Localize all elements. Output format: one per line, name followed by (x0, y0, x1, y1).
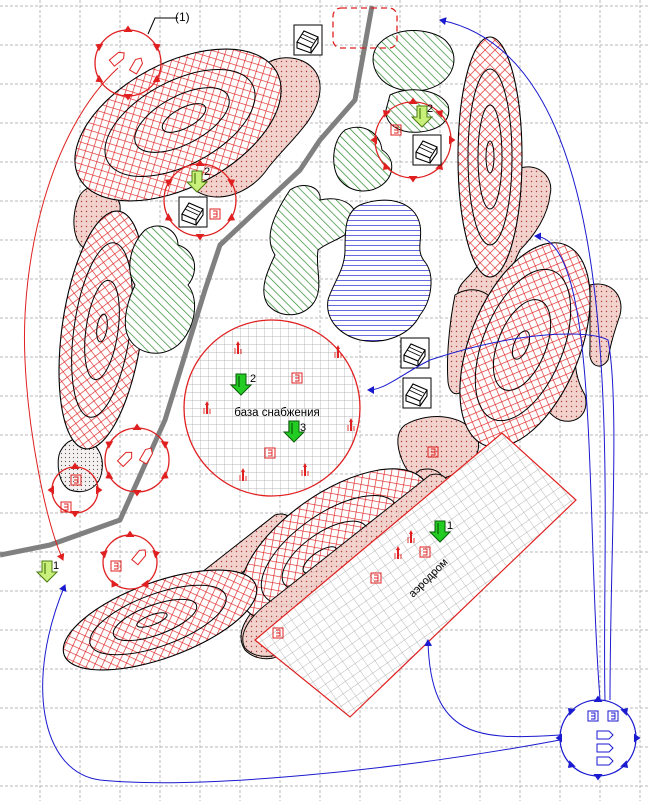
triangle-marker (95, 74, 104, 83)
triangle-marker (132, 423, 142, 430)
triangle-marker (227, 213, 236, 221)
enemy-unit-circle (100, 530, 160, 590)
triangle-marker (620, 760, 629, 769)
arrow-number: 2 (250, 373, 256, 385)
triangle-marker (160, 471, 169, 479)
triangle-marker (593, 695, 603, 702)
forest-mid-2 (263, 185, 357, 316)
airfield-area (254, 432, 577, 718)
zone-east (459, 242, 591, 448)
triangle-marker (96, 485, 103, 495)
triangle-marker (449, 135, 456, 145)
triangle-marker (567, 760, 576, 769)
triangle-marker (47, 485, 54, 495)
triangle-marker (152, 549, 160, 559)
triangle-marker (164, 213, 173, 221)
triangle-marker (382, 162, 391, 171)
enemy-unit-circle (370, 97, 456, 183)
triangle-marker (620, 707, 629, 716)
triangle-marker (152, 43, 161, 52)
supply-base-label: база снабжения (234, 407, 320, 419)
enemy-unit-circles (47, 25, 456, 590)
triangle-marker (195, 234, 205, 241)
triangle-marker (195, 159, 205, 166)
blue-movement-routes (42, 17, 615, 784)
arrow-numbers: 2 2 2 3 1 1 (53, 103, 453, 572)
triangle-marker (125, 530, 135, 537)
supply-base-area (183, 319, 361, 497)
triangle-marker (634, 733, 641, 743)
triangle-marker (100, 549, 108, 559)
dotted-area-far-east (589, 283, 622, 367)
triangle-marker (382, 109, 391, 118)
label-marker: (1) (175, 10, 190, 24)
triangle-marker (123, 94, 133, 101)
boat-icon (108, 49, 128, 67)
triangle-marker (164, 179, 173, 187)
label-leader-line (147, 17, 178, 35)
house-icon (412, 134, 442, 166)
triangle-marker (555, 733, 562, 743)
boat-icon (129, 55, 145, 75)
bracket-icon (209, 208, 221, 220)
arrow-number: 2 (427, 103, 433, 115)
forest-north-1 (372, 30, 455, 92)
triangle-marker (408, 97, 418, 104)
arrow-number: 1 (447, 520, 453, 532)
triangle-marker (111, 579, 119, 588)
enemy-unit-circle (104, 423, 170, 497)
triangle-marker (408, 176, 418, 183)
triangle-marker (160, 441, 169, 449)
dotted-area-small-circle (57, 438, 103, 493)
supply-base (183, 319, 361, 497)
house-icon (293, 24, 323, 56)
enemy-unit-circle (47, 462, 103, 518)
triangle-marker (123, 25, 133, 32)
contaminated-zones (58, 36, 591, 671)
triangle-marker (567, 707, 576, 716)
enemy-unit-circle (163, 159, 237, 241)
forest-west (124, 225, 196, 354)
house-icon (402, 377, 432, 409)
triangle-marker (141, 579, 149, 588)
airfield (254, 432, 577, 718)
arrow-number: 3 (300, 422, 306, 434)
arrow-number: 2 (204, 166, 210, 178)
friendly-unit-circle (555, 695, 641, 781)
triangle-marker (132, 490, 142, 497)
triangle-marker (95, 43, 104, 52)
triangle-marker (152, 74, 161, 83)
red-movement-route (24, 67, 119, 561)
triangle-marker (70, 462, 80, 469)
triangle-marker (593, 774, 603, 781)
triangle-marker (435, 109, 444, 118)
enemy-unit-circle (94, 25, 162, 101)
house-icon (400, 337, 430, 369)
triangle-marker (105, 471, 114, 479)
triangle-marker (370, 135, 377, 145)
triangle-marker (105, 441, 114, 449)
zone-northwest (74, 48, 282, 202)
boat-icon (131, 546, 149, 566)
house-icon (178, 196, 208, 228)
triangle-marker (227, 179, 236, 187)
arrow-number: 1 (53, 560, 59, 572)
triangle-marker (70, 511, 80, 518)
water-area (327, 199, 432, 342)
planned-area-marker (332, 7, 398, 49)
forest-mid-1 (333, 126, 393, 192)
road (0, 5, 375, 558)
